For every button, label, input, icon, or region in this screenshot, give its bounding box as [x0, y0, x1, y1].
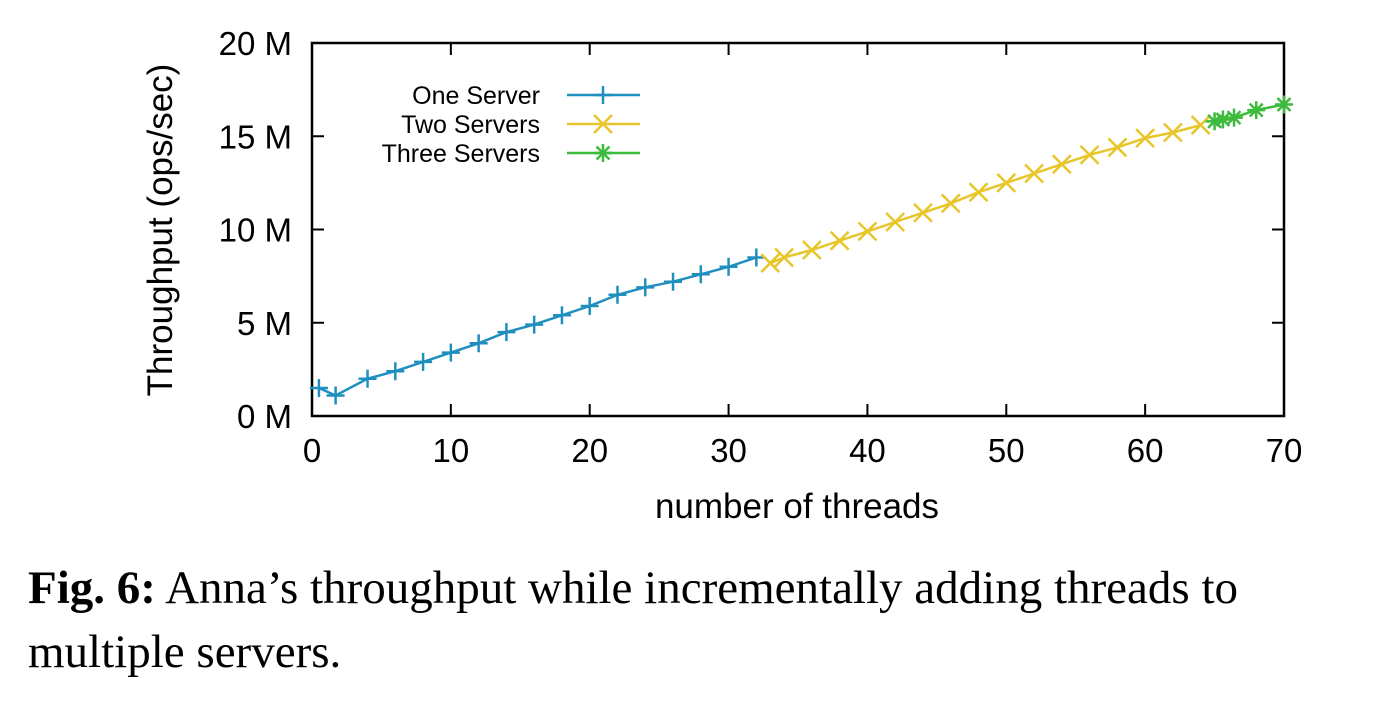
data-point	[829, 230, 850, 251]
x-tick-label: 0	[303, 432, 321, 469]
y-tick-label: 15 M	[219, 118, 292, 155]
legend-marker	[594, 86, 612, 104]
data-point	[414, 352, 433, 371]
data-point	[1024, 163, 1044, 184]
data-point	[857, 221, 878, 242]
figure-caption: Fig. 6: Anna’s throughput while incremen…	[28, 556, 1373, 684]
data-point	[968, 182, 989, 203]
y-tick-label: 10 M	[219, 212, 292, 249]
series-0	[309, 248, 766, 405]
x-axis-title: number of threads	[655, 487, 939, 526]
x-tick-label: 40	[849, 432, 886, 469]
legend-marker	[593, 114, 613, 134]
data-point	[1135, 128, 1156, 148]
data-point	[1275, 95, 1293, 114]
data-point	[1051, 154, 1072, 175]
data-point	[719, 257, 738, 276]
legend-label: Two Servers	[401, 111, 540, 139]
caption-text: Anna’s throughput while incrementally ad…	[28, 562, 1239, 678]
chart: 0 10 20 30 40 50 60 70 0 M 5 M 10 M 15 M 20 M One Se…	[141, 25, 1303, 526]
y-axis-title: Throughput (ops/sec)	[141, 64, 180, 397]
data-point	[552, 306, 571, 325]
data-point	[525, 315, 544, 334]
caption-label: Fig. 6:	[28, 562, 156, 614]
series-lines	[309, 95, 1293, 405]
data-point	[608, 285, 627, 304]
data-point	[802, 240, 822, 260]
x-tick-label: 70	[1266, 432, 1303, 469]
data-point	[309, 379, 328, 398]
data-point	[1213, 110, 1232, 129]
data-point	[664, 272, 683, 291]
data-point	[1190, 115, 1211, 135]
y-tick-label: 0 M	[237, 398, 292, 435]
x-tick-label: 20	[571, 432, 608, 469]
data-point	[1247, 101, 1266, 120]
data-point	[691, 265, 710, 284]
data-point	[469, 334, 488, 353]
data-point	[747, 248, 766, 267]
data-point	[1107, 137, 1128, 158]
data-point	[885, 212, 906, 232]
series-2	[1205, 95, 1293, 131]
data-point	[1163, 122, 1183, 143]
series-1	[760, 115, 1211, 273]
data-point	[940, 193, 961, 214]
y-tick-label: 5 M	[237, 305, 292, 342]
data-point	[1079, 145, 1100, 165]
data-point	[386, 362, 405, 381]
data-point	[358, 369, 377, 388]
data-point	[913, 202, 933, 223]
x-tick-label: 50	[988, 432, 1025, 469]
data-point	[441, 343, 460, 362]
x-tick-label: 60	[1127, 432, 1164, 469]
series-line	[318, 256, 757, 397]
legend-label: One Server	[412, 82, 540, 110]
data-point	[996, 172, 1017, 193]
data-point	[580, 296, 599, 315]
data-point	[326, 386, 345, 405]
legend-marker	[594, 144, 612, 162]
legend-label: Three Servers	[382, 140, 540, 168]
data-point	[636, 278, 655, 297]
data-point	[1225, 108, 1244, 127]
y-tick-label: 20 M	[219, 25, 292, 62]
data-point	[774, 247, 794, 268]
x-tick-label: 30	[710, 432, 747, 469]
axis-ticks: 0 10 20 30 40 50 60 70 0 M 5 M 10 M 15 M 20 M	[219, 25, 1303, 469]
data-point	[760, 253, 781, 273]
x-tick-label: 10	[432, 432, 469, 469]
data-point	[497, 323, 516, 342]
